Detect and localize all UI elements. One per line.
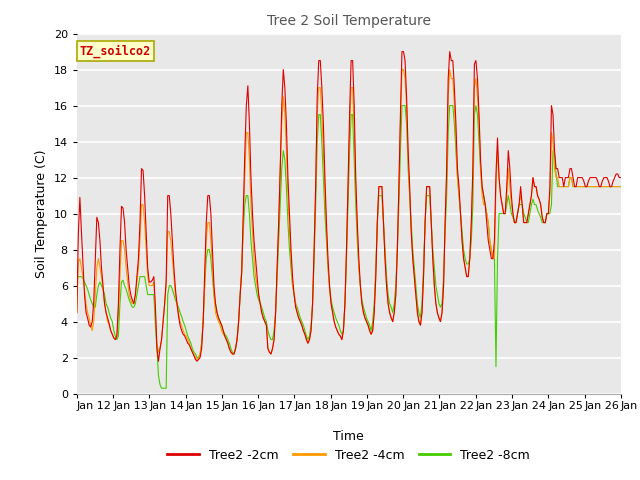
Y-axis label: Soil Temperature (C): Soil Temperature (C) — [35, 149, 48, 278]
Title: Tree 2 Soil Temperature: Tree 2 Soil Temperature — [267, 14, 431, 28]
Legend: Tree2 -2cm, Tree2 -4cm, Tree2 -8cm: Tree2 -2cm, Tree2 -4cm, Tree2 -8cm — [163, 444, 535, 467]
X-axis label: Time: Time — [333, 430, 364, 443]
Text: TZ_soilco2: TZ_soilco2 — [79, 44, 151, 58]
